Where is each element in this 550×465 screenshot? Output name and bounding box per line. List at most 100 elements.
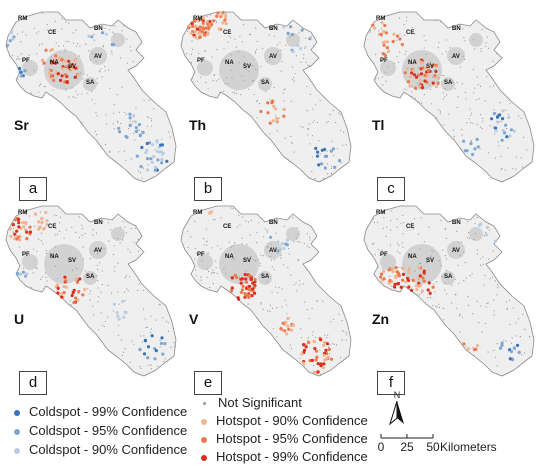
place-label-bn: BN (94, 220, 103, 226)
urban-area (469, 33, 483, 47)
scale-bar: 0 25 50 Kilometers (378, 434, 497, 454)
hotspot-coldspot-dots (187, 10, 342, 170)
urban-area (380, 60, 396, 76)
place-label-sv: SV (68, 64, 76, 70)
place-label-rm: RM (376, 16, 385, 22)
place-label-sa: SA (86, 80, 95, 86)
urban-area (22, 60, 38, 76)
hotspot-coldspot-dots (371, 21, 516, 157)
coldspot-99-marker (14, 409, 20, 416)
place-label-pf: PF (22, 58, 30, 64)
element-label-sr: Sr (14, 117, 29, 133)
place-label-ce: CE (406, 30, 414, 36)
panel-letter-f: f (377, 371, 405, 395)
scale-tick-50: 50 (426, 440, 440, 454)
element-label-th: Th (189, 117, 207, 133)
urban-area (286, 33, 300, 47)
urban-area (197, 60, 213, 76)
campania-outline (5, 205, 177, 377)
urban-area (89, 241, 107, 259)
place-label-rm: RM (18, 16, 27, 22)
panel-letter-b: b (194, 177, 222, 201)
place-label-sv: SV (243, 258, 251, 264)
urban-area (441, 271, 455, 285)
place-label-sa: SA (444, 274, 453, 280)
map-panel-f: RM CE BN AV PF NA SV SA (363, 205, 535, 377)
place-label-na: NA (408, 254, 417, 260)
north-label: N (394, 390, 401, 400)
legend-item-coldspot-95: Coldspot - 95% Confidence (14, 423, 187, 439)
hotspot-90-marker (201, 418, 207, 425)
not-significant-dots (186, 12, 347, 180)
place-label-sa: SA (261, 80, 270, 86)
north-arrow-icon: N (389, 390, 404, 426)
place-label-bn: BN (452, 220, 461, 226)
place-label-na: NA (225, 60, 234, 66)
place-label-av: AV (452, 54, 460, 60)
place-label-av: AV (269, 54, 277, 60)
map-panel-b: RM CE BN AV PF NA SV SA (180, 10, 352, 183)
place-label-ce: CE (223, 30, 231, 36)
place-label-pf: PF (380, 58, 388, 64)
legend-label: Coldspot - 99% Confidence (29, 404, 188, 419)
map-panel-a: RM CE BN AV PF NA SV SA (5, 11, 177, 183)
legend-item-coldspot-90: Coldspot - 90% Confidence (14, 442, 187, 458)
place-label-bn: BN (269, 220, 278, 226)
place-label-ce: CE (48, 30, 56, 36)
urban-area (441, 77, 455, 91)
urban-area (447, 47, 465, 65)
place-label-rm: RM (376, 210, 385, 216)
coldspot-90-marker (14, 447, 20, 454)
hotspot-95-marker (201, 436, 207, 443)
place-label-na: NA (50, 60, 59, 66)
legend-label: Hotspot - 90% Confidence (216, 413, 368, 428)
legend-label: Hotspot - 95% Confidence (216, 431, 368, 446)
hotspot-coldspot-dots (8, 210, 167, 361)
urban-area (44, 244, 84, 284)
map-panel-e: RM CE BN AV PF NA SV SA (180, 205, 352, 377)
place-label-bn: BN (452, 26, 461, 32)
urban-area (402, 244, 442, 284)
urban-area (83, 77, 97, 91)
urban-area (219, 50, 259, 90)
place-label-av: AV (94, 54, 102, 60)
urban-area (258, 77, 272, 91)
not-significant-dots (371, 210, 531, 367)
place-label-ce: CE (48, 224, 56, 230)
panel-letter-a: a (19, 177, 47, 201)
place-label-bn: BN (269, 26, 278, 32)
place-label-na: NA (408, 60, 417, 66)
place-label-ce: CE (406, 224, 414, 230)
urban-area (258, 271, 272, 285)
legend-item-hotspot-90: Hotspot - 90% Confidence (201, 413, 368, 429)
campania-outline (363, 11, 535, 183)
legend-label: Coldspot - 95% Confidence (29, 423, 188, 438)
place-label-bn: BN (94, 26, 103, 32)
place-label-av: AV (269, 248, 277, 254)
element-label-v: V (189, 311, 199, 327)
place-label-av: AV (452, 248, 460, 254)
place-label-sv: SV (243, 64, 251, 70)
place-label-rm: RM (193, 16, 202, 22)
urban-area (89, 47, 107, 65)
place-label-sv: SV (68, 258, 76, 264)
campania-outline (363, 205, 535, 377)
place-label-na: NA (50, 254, 59, 260)
hotspot-99-marker (201, 454, 207, 461)
legend-item-coldspot-99: Coldspot - 99% Confidence (14, 404, 187, 420)
place-label-pf: PF (22, 252, 30, 258)
urban-area (469, 227, 483, 241)
not-significant-marker (203, 402, 206, 406)
not-significant-dots (6, 12, 171, 179)
hotspot-coldspot-dots (208, 210, 334, 375)
scale-tick-0: 0 (378, 440, 385, 454)
urban-area (22, 254, 38, 270)
panel-letter-e: e (194, 371, 222, 395)
place-label-pf: PF (197, 58, 205, 64)
scale-tick-25: 25 (400, 440, 414, 454)
not-significant-dots (12, 211, 175, 370)
place-label-sa: SA (444, 80, 453, 86)
place-label-pf: PF (380, 252, 388, 258)
scale-unit: Kilometers (440, 440, 497, 454)
